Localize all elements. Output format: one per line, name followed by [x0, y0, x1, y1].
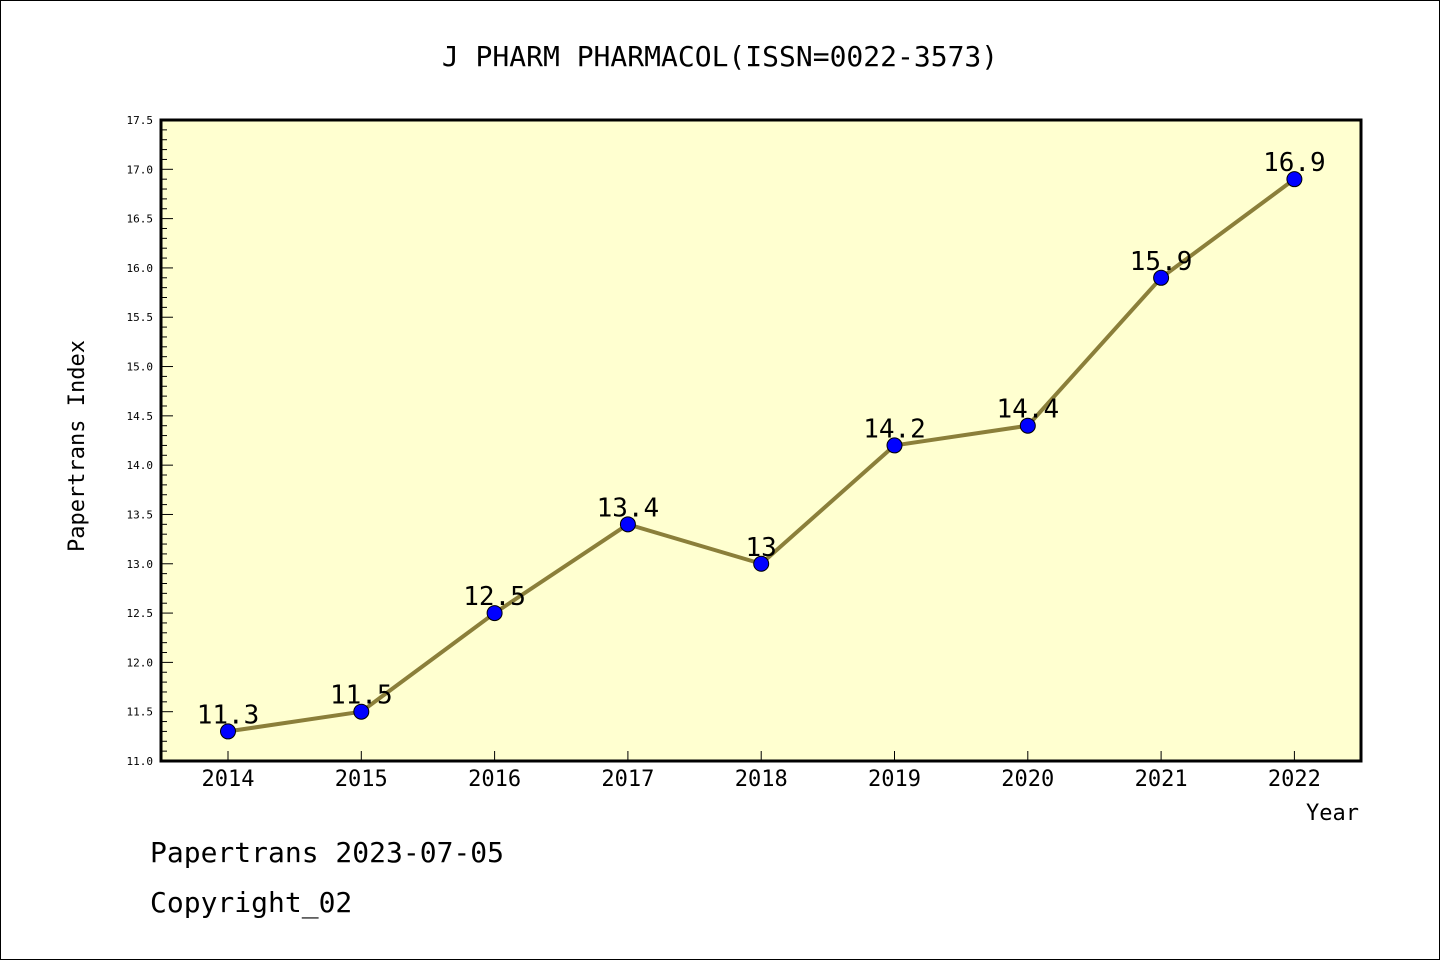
y-axis-label: Papertrans Index: [65, 340, 90, 552]
data-point: [1153, 269, 1170, 286]
y-tick-label: 16.5: [127, 213, 154, 226]
y-tick-label: 11.0: [127, 755, 154, 768]
data-point: [1019, 417, 1036, 434]
x-tick-label: 2018: [735, 767, 788, 792]
y-tick-label: 13.0: [127, 558, 154, 571]
x-tick-label: 2014: [202, 767, 255, 792]
y-tick-label: 17.0: [127, 163, 154, 176]
footer-date: Papertrans 2023-07-05: [150, 836, 505, 869]
x-tick-label: 2022: [1268, 767, 1321, 792]
data-point: [619, 516, 636, 533]
data-label: 16.9: [1263, 148, 1326, 178]
data-point: [220, 723, 236, 740]
y-tick-label: 14.0: [127, 459, 154, 472]
x-tick-label: 2016: [468, 767, 521, 792]
y-tick-label: 11.5: [127, 706, 154, 719]
data-point: [486, 605, 503, 622]
plot-border: [159, 118, 1363, 763]
y-tick-label: 15.0: [127, 361, 154, 374]
x-tick-label: 2020: [1001, 767, 1054, 792]
data-label: 14.2: [863, 414, 926, 444]
y-tick-label: 13.5: [127, 508, 154, 521]
chart-title: J PHARM PHARMACOL(ISSN=0022-3573): [442, 40, 998, 73]
footer-copyright: Copyright_02: [150, 886, 353, 919]
y-tick-label: 12.0: [127, 656, 154, 669]
series-line-group: 11.3 11.5 12.5 13.4 13 14.2 14.4 15.9 16.9: [197, 148, 1326, 740]
y-tick-label: 12.5: [127, 607, 154, 620]
data-label: 11.3: [197, 700, 260, 730]
data-point: [886, 437, 903, 454]
data-point: [1286, 171, 1303, 188]
x-axis-label: Year: [1306, 801, 1359, 826]
data-label: 14.4: [996, 395, 1059, 425]
y-tick-label: 14.5: [127, 410, 154, 423]
x-tick-label: 2019: [868, 767, 921, 792]
data-label: 11.5: [330, 681, 393, 711]
data-point: [753, 555, 770, 572]
x-tick-label: 2017: [601, 767, 654, 792]
data-point: [353, 703, 370, 720]
y-tick-label: 17.5: [127, 114, 154, 127]
data-label: 13: [746, 533, 777, 563]
y-axis: 11.0 11.5 12.0 12.5 13.0 13.5 14.0 14.5 15.0 15.5…: [127, 114, 173, 768]
x-tick-label: 2015: [335, 767, 388, 792]
y-tick-label: 15.5: [127, 311, 154, 324]
data-label: 15.9: [1130, 247, 1193, 277]
data-label: 13.4: [597, 493, 660, 523]
x-axis: 2014 2015 2016 2017 2018 2019 2020 2021 2022: [202, 751, 1321, 792]
x-tick-label: 2021: [1135, 767, 1188, 792]
plot-area: [161, 120, 1361, 761]
data-label: 12.5: [463, 582, 526, 612]
y-tick-label: 16.0: [127, 262, 154, 275]
